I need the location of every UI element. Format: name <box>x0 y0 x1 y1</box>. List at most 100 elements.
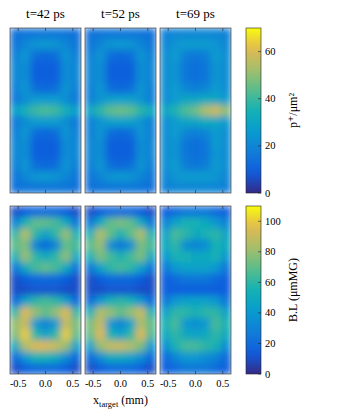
cell <box>190 50 201 62</box>
x-tick <box>45 371 46 374</box>
cell <box>170 217 181 229</box>
cell <box>170 72 181 84</box>
cell <box>201 363 212 374</box>
cell <box>126 160 137 172</box>
cell <box>71 352 81 364</box>
cell <box>61 127 72 139</box>
cell <box>115 340 126 352</box>
cell <box>115 127 126 139</box>
cell <box>20 284 31 296</box>
cell <box>40 296 51 308</box>
cell <box>51 228 62 240</box>
cell <box>95 363 106 374</box>
cell <box>201 94 212 106</box>
cell <box>61 251 72 263</box>
cell <box>95 50 106 62</box>
cell <box>20 296 31 308</box>
cell <box>105 61 116 73</box>
cell <box>180 149 191 161</box>
cell <box>115 352 126 364</box>
cell <box>190 273 201 285</box>
x-tick <box>18 206 19 209</box>
cell <box>160 329 171 341</box>
cells <box>160 28 231 193</box>
cell <box>146 284 156 296</box>
cell <box>201 127 212 139</box>
cell <box>190 94 201 106</box>
cell <box>115 363 126 374</box>
cell <box>85 307 96 319</box>
cell <box>71 61 81 73</box>
cell <box>71 127 81 139</box>
cell <box>20 262 31 274</box>
cell <box>105 318 116 330</box>
cell <box>170 28 181 40</box>
cell <box>146 105 156 117</box>
x-tick <box>195 371 196 374</box>
cell <box>136 318 147 330</box>
cell <box>20 251 31 263</box>
cell <box>40 83 51 95</box>
cell <box>160 105 171 117</box>
cell <box>51 149 62 161</box>
cell <box>85 262 96 274</box>
cell <box>71 284 81 296</box>
cell <box>85 83 96 95</box>
frame <box>85 206 156 374</box>
colorbar-tick-label: 0 <box>265 369 270 380</box>
cell <box>190 39 201 51</box>
cell <box>30 83 41 95</box>
cell <box>30 171 41 183</box>
cell <box>61 182 72 193</box>
cell <box>95 94 106 106</box>
cell <box>160 138 171 150</box>
cell <box>201 217 212 229</box>
colorbar-tick-label: 60 <box>265 277 276 288</box>
cell <box>20 94 31 106</box>
cell <box>146 228 156 240</box>
x-tick-label: 0.0 <box>39 378 52 389</box>
cell <box>30 61 41 73</box>
cell <box>20 240 31 252</box>
cell <box>95 228 106 240</box>
cell <box>71 149 81 161</box>
figure: t=42 pst=52 pst=69 ps0204060p⁺/μm²-0.50.… <box>0 0 350 412</box>
cell <box>136 105 147 117</box>
cell <box>51 61 62 73</box>
colorbar-tick-label: 100 <box>265 216 281 227</box>
cell <box>180 251 191 263</box>
cell <box>40 105 51 117</box>
heatmap-panel <box>10 28 81 193</box>
cell <box>10 50 21 62</box>
cell <box>61 363 72 374</box>
cell <box>115 217 126 229</box>
cell <box>201 228 212 240</box>
cell <box>85 50 96 62</box>
cell <box>105 94 116 106</box>
cell <box>95 160 106 172</box>
cell <box>105 217 116 229</box>
cell <box>95 307 106 319</box>
cell <box>61 61 72 73</box>
cell <box>126 127 137 139</box>
cell <box>180 329 191 341</box>
cell <box>180 284 191 296</box>
cell <box>170 83 181 95</box>
cell <box>160 262 171 274</box>
cell <box>71 318 81 330</box>
cell <box>20 39 31 51</box>
cell <box>105 352 116 364</box>
cell <box>180 160 191 172</box>
x-tick-label: -0.5 <box>10 378 27 389</box>
cell <box>146 138 156 150</box>
cell <box>221 50 231 62</box>
cell <box>71 296 81 308</box>
cell <box>221 307 231 319</box>
cell <box>115 28 126 40</box>
cell <box>61 138 72 150</box>
cell <box>115 39 126 51</box>
cell <box>105 284 116 296</box>
cell <box>221 138 231 150</box>
cell <box>136 28 147 40</box>
x-tick <box>120 371 121 374</box>
